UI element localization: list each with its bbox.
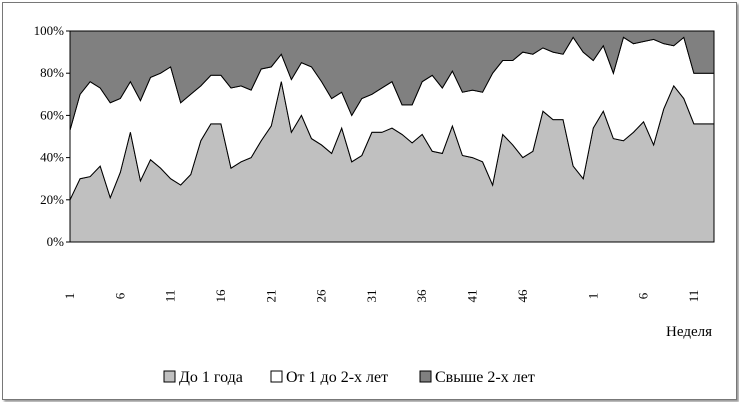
x-tick-labels: 1 6 11 16 21 26 31 36 41 46 1 6 11: [62, 289, 701, 303]
legend-swatch-under-1-year: [163, 370, 176, 383]
x-axis-title: Неделя: [666, 324, 712, 340]
y-tick-label: 80%: [40, 65, 64, 80]
y-tick-label: 0%: [47, 234, 65, 249]
x-tick-label: 6: [636, 292, 651, 299]
y-tick-label: 40%: [40, 150, 64, 165]
x-tick-label: 26: [314, 289, 329, 303]
legend-swatch-over-2-years: [419, 370, 432, 383]
x-tick-label: 11: [163, 290, 178, 303]
legend-label: От 1 до 2-х лет: [286, 369, 388, 386]
x-tick-label: 31: [364, 290, 379, 303]
x-tick-label: 1: [62, 293, 77, 300]
legend-swatch-1-to-2-years: [270, 370, 283, 383]
axes: [66, 30, 71, 243]
y-tick-label: 100%: [34, 23, 65, 38]
y-tick-label: 60%: [40, 107, 64, 122]
area-over-2-years: [69, 30, 715, 131]
x-tick-label: 41: [465, 290, 480, 303]
x-tick-label: 21: [263, 290, 278, 303]
legend-label: До 1 года: [179, 369, 243, 386]
x-tick-label: 11: [686, 290, 701, 303]
x-tick-label: 1: [585, 293, 600, 300]
legend: До 1 года От 1 до 2-х лет Свыше 2-х лет: [163, 369, 535, 386]
x-tick-label: 46: [515, 289, 530, 303]
x-tick-label: 16: [213, 289, 228, 303]
x-tick-label: 36: [414, 289, 429, 303]
x-tick-label: 6: [112, 292, 127, 299]
legend-label: Свыше 2-х лет: [435, 369, 535, 386]
y-tick-label: 20%: [40, 192, 64, 207]
area-layers: [69, 30, 715, 243]
y-tick-labels: 0% 20% 40% 60% 80% 100%: [34, 23, 65, 249]
